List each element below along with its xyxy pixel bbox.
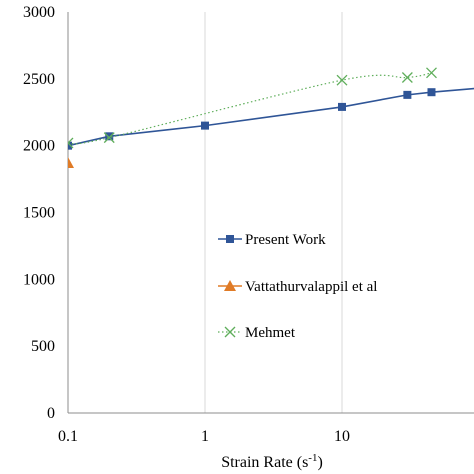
data-point (105, 132, 114, 141)
series-1 (68, 157, 74, 169)
legend-item: Mehmet (218, 325, 296, 341)
x-tick-label: 0.1 (58, 428, 78, 445)
data-point (68, 137, 74, 149)
data-point (201, 121, 209, 130)
legend-label: Vattathurvalappil et al (245, 279, 377, 295)
series-0 (68, 87, 474, 150)
x-axis-title-sup: -1 (308, 452, 317, 464)
y-tick-label: 0 (47, 405, 55, 422)
data-point-stroke-b (336, 74, 348, 86)
legend-label: Present Work (245, 232, 326, 248)
series-layer (68, 67, 474, 169)
data-point (426, 67, 437, 79)
data-point (338, 102, 346, 111)
y-tick-label: 3000 (23, 4, 55, 21)
y-tick-label: 1000 (23, 271, 55, 288)
series-2 (68, 67, 437, 149)
x-axis-title-end: ) (317, 454, 322, 471)
x-axis-title: Strain Rate (s-1) (221, 452, 323, 471)
legend-marker (224, 280, 236, 291)
legend-marker-stroke-b (224, 326, 236, 338)
data-point (403, 90, 412, 99)
legend-marker (226, 235, 234, 243)
y-tick-label: 1500 (23, 205, 55, 222)
y-tick-label: 2500 (23, 71, 55, 88)
series-line (68, 72, 432, 145)
data-point-stroke-b (426, 67, 437, 79)
data-point-stroke-a (68, 142, 74, 149)
y-tick-label: 500 (31, 338, 55, 355)
data-point (401, 72, 413, 83)
legend-marker (224, 326, 236, 338)
legend: Present Work Vattathurvalappil et al Mehme… (218, 232, 377, 341)
x-tick-label: 1 (201, 428, 209, 445)
grid-lines (204, 12, 343, 413)
data-point (336, 74, 348, 86)
y-tick-label: 2000 (23, 138, 55, 155)
data-point (103, 132, 115, 144)
data-point (427, 88, 436, 97)
data-point-stroke-b (68, 137, 74, 144)
data-point-stroke-b (401, 72, 413, 83)
data-point-stroke-b (103, 132, 115, 144)
legend-item: Vattathurvalappil et al (218, 279, 377, 295)
x-axis-title-main: Strain Rate (s (221, 454, 308, 471)
legend-item: Present Work (218, 232, 326, 248)
legend-label: Mehmet (245, 325, 296, 341)
data-point (68, 157, 74, 169)
x-tick-label: 10 (334, 428, 350, 445)
